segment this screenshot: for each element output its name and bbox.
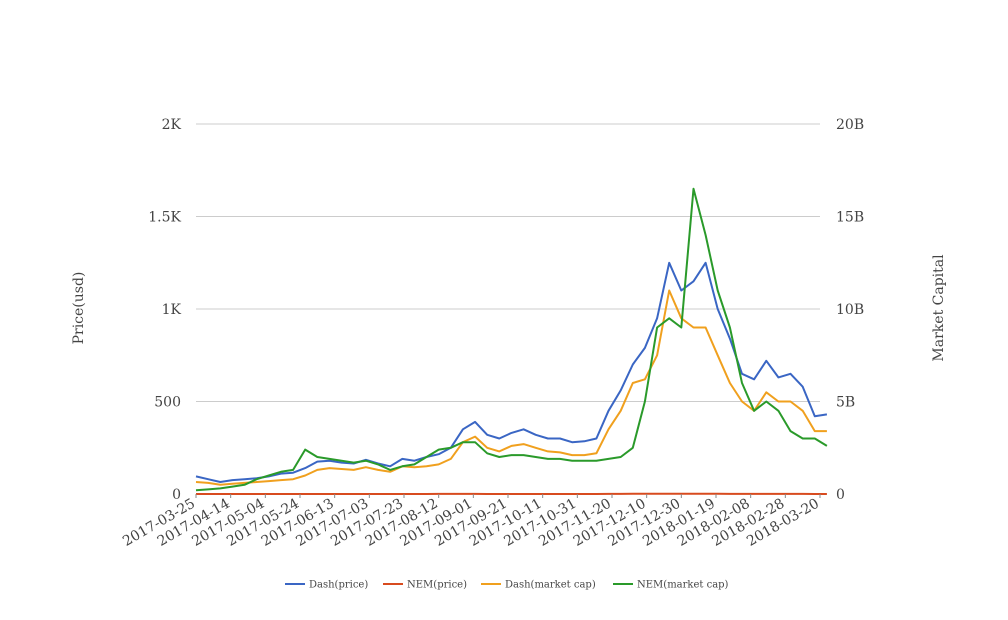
right-axis-title: Market Capital [931, 254, 947, 362]
left-tick-label: 500 [154, 395, 181, 411]
right-tick-label: 0 [836, 487, 845, 503]
left-tick-label: 2K [162, 117, 182, 133]
x-axis: 2017-03-252017-04-142017-05-042017-05-24… [120, 494, 822, 550]
right-tick-label: 10B [836, 302, 864, 318]
right-tick-label: 15B [836, 210, 864, 226]
legend-label: Dash(price) [309, 580, 368, 591]
right-y-axis: 0 5B 10B 15B 20B [836, 117, 864, 503]
left-tick-label: 1K [162, 302, 182, 318]
legend-label: NEM(market cap) [637, 580, 729, 591]
left-tick-label: 1.5K [148, 210, 181, 226]
left-axis-title: Price(usd) [71, 272, 87, 345]
series-line-dash-price [196, 263, 827, 482]
gridlines [196, 124, 820, 494]
right-tick-label: 20B [836, 117, 864, 133]
right-tick-label: 5B [836, 395, 855, 411]
legend: Dash(price) NEM(price) Dash(market cap) NEM… [285, 580, 729, 591]
series-lines [196, 189, 827, 494]
legend-label: Dash(market cap) [505, 580, 596, 591]
legend-label: NEM(price) [407, 580, 467, 591]
